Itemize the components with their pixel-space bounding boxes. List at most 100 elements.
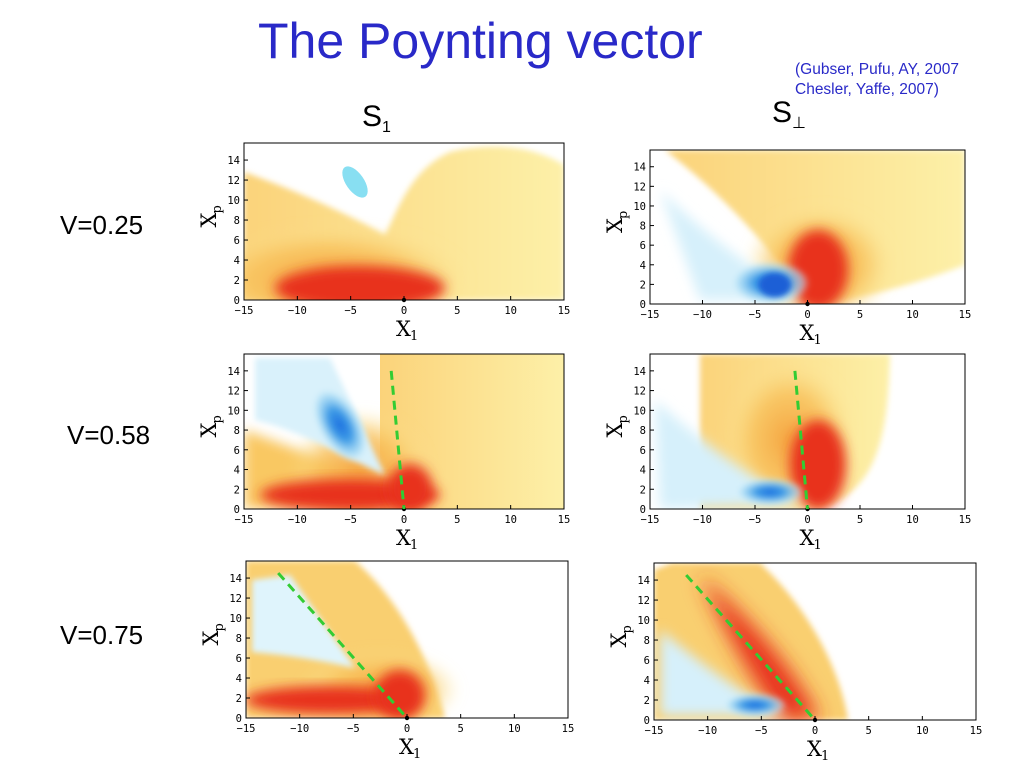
references: (Gubser, Pufu, AY, 2007 Chesler, Yaffe, … [795,60,959,100]
y-tick-label: 4 [644,675,650,687]
wake-line [277,572,409,719]
x-tick-label: −10 [288,514,307,526]
x-tick-label: 15 [558,514,571,526]
x-tick-label: −5 [344,514,357,526]
y-tick-label: 4 [640,465,646,477]
panel-sperp-v025 [649,149,966,305]
x-tick-label: 10 [504,305,517,317]
x-tick-label: 5 [857,309,863,321]
x-tick-label: 0 [804,514,810,526]
y-tick-label: 12 [633,181,646,193]
x-axis-label: X [396,526,411,550]
x-tick-label: −15 [235,305,254,317]
y-tick-label: 2 [234,484,240,496]
panel-sperp-v075 [653,562,977,721]
column-symbol: S [772,96,793,129]
y-tick-label: 0 [644,715,650,727]
x-tick-label: −5 [755,725,768,737]
x-axis-label-sub: 1 [413,747,421,762]
y-tick-label: 10 [637,615,650,627]
x-tick-label: 10 [906,514,919,526]
y-tick-label: 10 [227,405,240,417]
y-axis-label-main: X [607,633,631,648]
panel-sperp-v058 [649,353,966,510]
y-tick-label: 6 [644,655,650,667]
y-axis-label-sub: p [616,415,631,423]
origin-marker [401,297,407,303]
y-axis-label-sub: p [210,415,225,423]
x-tick-label: 0 [401,514,407,526]
column-header-s1: S1 [362,100,391,137]
y-tick-label: 2 [644,695,650,707]
x-tick-label: −5 [749,514,762,526]
x-tick-label: 5 [857,514,863,526]
x-tick-label: 0 [401,305,407,317]
x-tick-label: 15 [562,723,575,735]
y-tick-label: 6 [234,235,240,247]
y-tick-label: 0 [234,295,240,307]
y-axis-label: Xp [199,623,227,645]
x-tick-label: 0 [812,725,818,737]
y-axis-label: Xp [603,211,631,233]
x-tick-label: 10 [508,723,521,735]
x-tick-label: −5 [749,309,762,321]
x-axis-label-sub: 1 [410,329,418,344]
column-subscript: ⊥ [792,115,806,132]
y-tick-label: 2 [640,484,646,496]
y-tick-label: 8 [234,215,240,227]
y-tick-label: 4 [236,673,242,685]
y-tick-label: 10 [633,405,646,417]
y-axis-label: Xp [603,415,631,437]
y-tick-label: 14 [633,162,646,174]
panel-s1-v075 [245,560,569,719]
y-tick-label: 6 [640,240,646,252]
slide-title: The Poynting vector [258,13,703,69]
y-axis-label-sub: p [212,623,227,631]
y-tick-label: 14 [227,366,240,378]
x-tick-label: −15 [237,723,256,735]
origin-marker [805,301,810,307]
y-tick-label: 2 [640,279,646,291]
x-tick-label: −5 [344,305,357,317]
y-tick-label: 8 [234,425,240,437]
x-tick-label: 5 [454,305,460,317]
y-tick-label: 10 [633,201,646,213]
x-tick-label: 10 [504,514,517,526]
x-axis-label: X [396,317,411,341]
y-tick-label: 0 [236,713,242,725]
y-tick-label: 12 [229,593,242,605]
x-axis-label-sub: 1 [821,749,829,764]
panel-s1-v058 [243,353,565,510]
row-label-v025: V=0.25 [60,210,144,240]
x-tick-label: −5 [347,723,360,735]
column-header-sperp: S⊥ [772,96,806,133]
y-tick-label: 12 [633,386,646,398]
y-tick-label: 4 [234,465,240,477]
row-label-v075: V=0.75 [60,620,144,650]
x-tick-label: 10 [916,725,929,737]
y-tick-label: 12 [227,175,240,187]
x-tick-label: −10 [693,309,712,321]
y-tick-label: 4 [234,255,240,267]
x-axis-label: X [807,737,822,761]
wake-line [793,370,809,510]
y-tick-label: 14 [633,366,646,378]
x-tick-label: −10 [288,305,307,317]
y-tick-label: 6 [640,445,646,457]
y-axis-label: Xp [197,415,225,437]
x-axis-label-sub: 1 [410,538,418,553]
y-axis-label-main: X [603,423,627,438]
y-tick-label: 10 [229,613,242,625]
x-tick-label: −15 [641,514,660,526]
column-symbol: S [362,100,383,133]
y-axis-label-sub: p [620,625,635,633]
y-tick-label: 8 [640,221,646,233]
x-tick-label: 15 [959,514,972,526]
x-tick-label: 15 [970,725,983,737]
y-axis-label-main: X [197,423,221,438]
